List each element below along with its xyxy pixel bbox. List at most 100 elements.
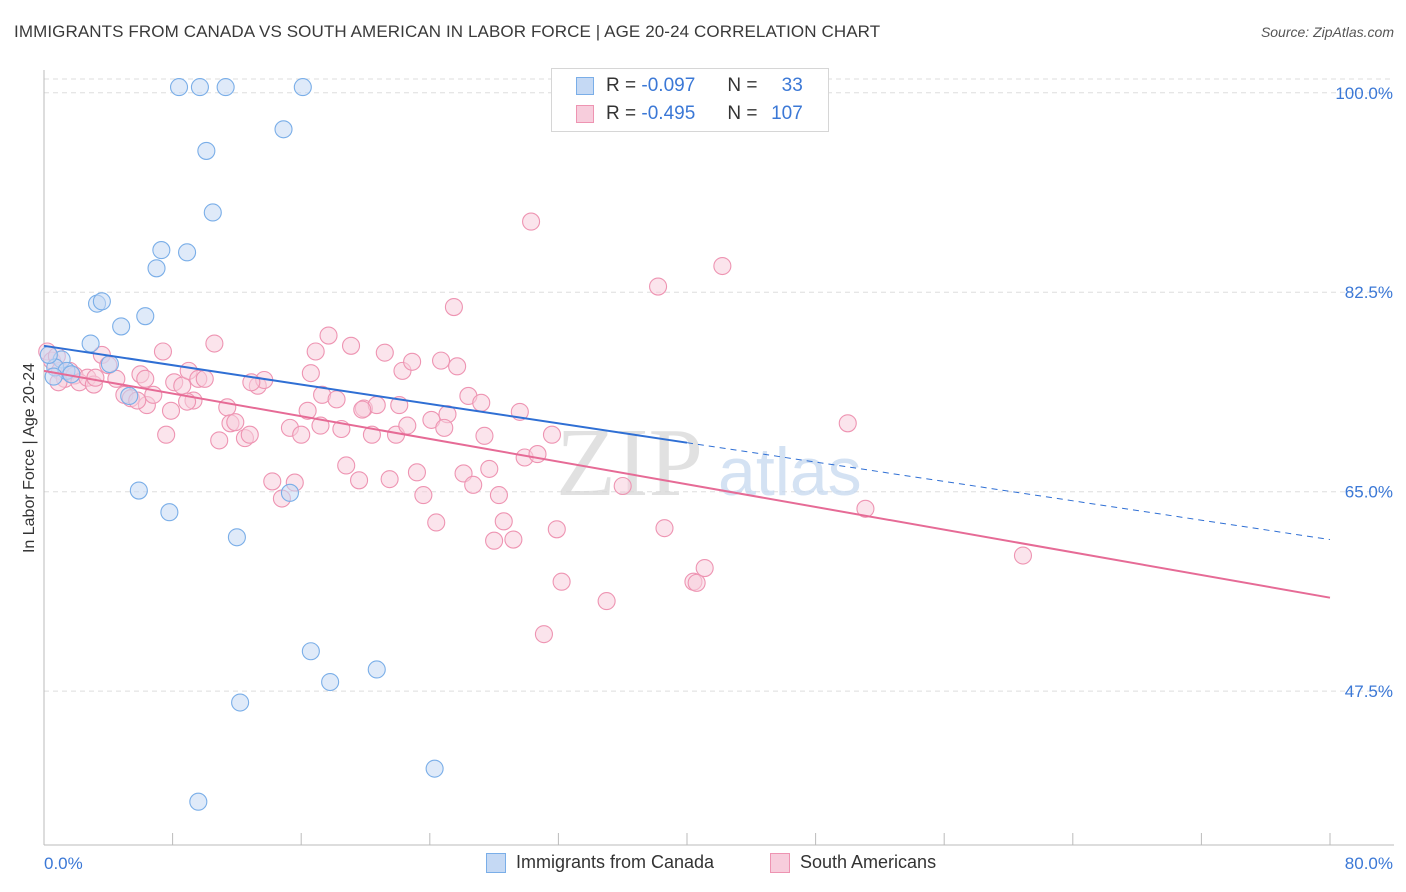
y-tick-label: 100.0% bbox=[1335, 84, 1393, 103]
point-immigrants-from-canada bbox=[203, 203, 222, 222]
correlation-legend: R = -0.097 N = 33 R = -0.495 N = 107 bbox=[551, 68, 829, 132]
point-immigrants-from-canada bbox=[39, 345, 58, 364]
point-south-americans bbox=[838, 414, 857, 433]
point-south-americans bbox=[485, 531, 504, 550]
watermark-atlas: atlas bbox=[718, 434, 862, 510]
point-immigrants-from-canada bbox=[231, 693, 250, 712]
point-south-americans bbox=[205, 334, 224, 353]
point-immigrants-from-canada bbox=[112, 317, 131, 336]
point-immigrants-from-canada bbox=[160, 503, 179, 522]
point-immigrants-from-canada bbox=[100, 354, 119, 374]
point-south-americans bbox=[552, 572, 571, 591]
point-south-americans bbox=[319, 326, 338, 345]
point-south-americans bbox=[534, 625, 553, 644]
point-south-americans bbox=[695, 559, 714, 578]
point-south-americans bbox=[210, 431, 229, 450]
point-immigrants-from-canada bbox=[120, 386, 139, 406]
point-immigrants-from-canada bbox=[190, 78, 209, 97]
point-south-americans bbox=[306, 342, 325, 361]
trend-lines bbox=[43, 344, 1331, 599]
source-credit: Source: ZipAtlas.com bbox=[1260, 24, 1394, 40]
point-south-americans bbox=[157, 425, 176, 444]
point-immigrants-from-canada bbox=[425, 759, 444, 778]
point-south-americans bbox=[341, 336, 361, 355]
point-south-americans bbox=[494, 512, 513, 531]
point-south-americans bbox=[475, 426, 494, 445]
point-south-americans bbox=[263, 472, 282, 491]
trend-line-south-americans bbox=[43, 369, 1331, 599]
trend-line-canada bbox=[43, 344, 688, 444]
legend-swatch-pink bbox=[576, 105, 594, 123]
point-immigrants-from-canada bbox=[81, 334, 100, 353]
point-immigrants-from-canada bbox=[129, 481, 148, 500]
series-immigrants-from-canada bbox=[39, 78, 444, 811]
legend-n-value: 107 bbox=[771, 103, 803, 124]
point-south-americans bbox=[380, 470, 399, 489]
legend-label-south-americans: South Americans bbox=[800, 852, 937, 872]
trend-line-canada-extension bbox=[686, 442, 1331, 541]
point-south-americans bbox=[649, 277, 668, 296]
point-immigrants-from-canada bbox=[136, 307, 155, 326]
point-immigrants-from-canada bbox=[169, 78, 189, 97]
point-south-americans bbox=[240, 425, 259, 444]
tick-labels: 47.5% 65.0% 82.5% 100.0% 0.0% 80.0% bbox=[44, 84, 1393, 873]
legend-n-label: N = bbox=[727, 75, 758, 96]
legend-r-value: -0.097 bbox=[641, 75, 696, 96]
point-immigrants-from-canada bbox=[367, 660, 386, 679]
legend-row-south-americans: R = -0.495 N = 107 bbox=[576, 103, 803, 125]
point-immigrants-from-canada bbox=[293, 78, 312, 97]
point-immigrants-from-canada bbox=[227, 528, 246, 547]
point-south-americans bbox=[195, 369, 214, 388]
legend-swatch-pink bbox=[770, 852, 790, 873]
point-south-americans bbox=[522, 212, 541, 231]
series-legend: Immigrants from Canada South Americans bbox=[0, 852, 1406, 876]
point-south-americans bbox=[713, 256, 732, 276]
point-south-americans bbox=[597, 592, 616, 611]
legend-r-label: R = bbox=[606, 75, 637, 96]
legend-r-value: -0.495 bbox=[641, 103, 696, 124]
legend-swatch-blue bbox=[486, 852, 506, 873]
point-south-americans bbox=[444, 298, 463, 317]
y-tick-label: 47.5% bbox=[1345, 682, 1393, 701]
point-south-americans bbox=[414, 486, 433, 505]
point-immigrants-from-canada bbox=[216, 78, 235, 97]
point-south-americans bbox=[687, 573, 706, 592]
legend-item-south-americans[interactable]: South Americans bbox=[770, 852, 936, 873]
point-south-americans bbox=[472, 393, 491, 412]
point-immigrants-from-canada bbox=[92, 292, 111, 311]
y-tick-label: 65.0% bbox=[1345, 483, 1393, 502]
point-south-americans bbox=[528, 445, 547, 464]
point-south-americans bbox=[489, 486, 508, 505]
point-immigrants-from-canada bbox=[197, 141, 216, 160]
point-south-americans bbox=[1013, 546, 1033, 565]
point-south-americans bbox=[427, 513, 446, 532]
legend-item-canada[interactable]: Immigrants from Canada bbox=[486, 852, 714, 873]
point-south-americans bbox=[292, 425, 311, 444]
point-south-americans bbox=[398, 416, 417, 435]
point-immigrants-from-canada bbox=[321, 672, 340, 692]
legend-swatch-blue bbox=[576, 77, 594, 95]
legend-n-label: N = bbox=[727, 103, 758, 124]
legend-label-canada: Immigrants from Canada bbox=[516, 852, 715, 872]
point-south-americans bbox=[422, 410, 441, 429]
point-south-americans bbox=[327, 390, 346, 409]
point-south-americans bbox=[856, 499, 875, 518]
watermark-zip: ZIP bbox=[556, 409, 703, 517]
point-immigrants-from-canada bbox=[147, 259, 166, 278]
legend-n-value: 33 bbox=[781, 75, 803, 96]
point-south-americans bbox=[547, 520, 566, 539]
point-south-americans bbox=[435, 418, 454, 437]
point-south-americans bbox=[613, 476, 632, 496]
series-south-americans bbox=[38, 212, 1033, 644]
axes bbox=[43, 70, 1394, 846]
chart-title: IMMIGRANTS FROM CANADA VS SOUTH AMERICAN… bbox=[14, 22, 881, 41]
point-south-americans bbox=[226, 413, 245, 432]
x-tick-label-min: 0.0% bbox=[44, 854, 83, 873]
point-south-americans bbox=[432, 351, 451, 370]
legend-r-label: R = bbox=[606, 103, 637, 124]
point-immigrants-from-canada bbox=[280, 483, 299, 502]
point-south-americans bbox=[353, 400, 372, 419]
legend-row-canada: R = -0.097 N = 33 bbox=[576, 75, 803, 97]
point-south-americans bbox=[403, 352, 422, 371]
